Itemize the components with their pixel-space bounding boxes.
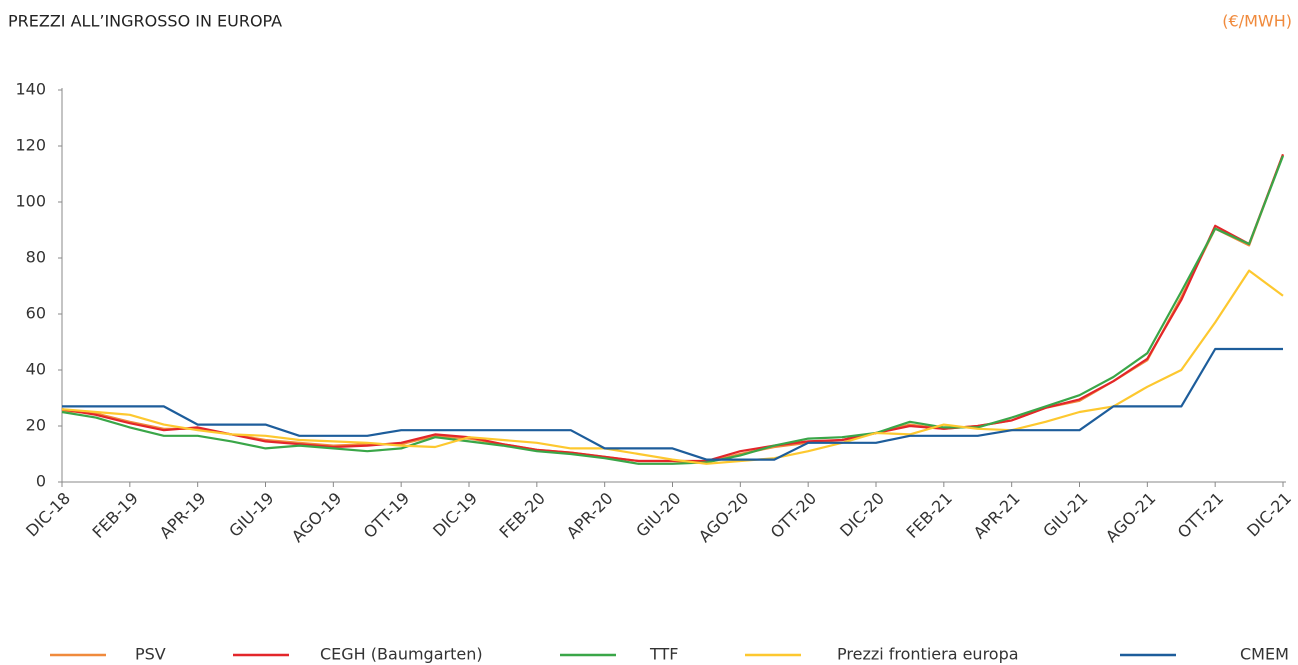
x-tick-label: OTT-19 [360,489,413,542]
x-tick-label: AGO-20 [695,489,752,546]
y-tick-label: 40 [26,360,46,379]
y-tick-label: 140 [15,80,46,99]
series-line [61,154,1285,463]
series-line [61,155,1285,465]
y-tick-label: 0 [36,472,46,491]
y-tick-label: 60 [26,304,46,323]
unit-label: (€/MWH) [1222,12,1292,31]
x-tick-label: AGO-19 [288,489,345,546]
legend-label: CMEM [1240,645,1289,664]
x-tick-label: FEB-20 [496,489,549,542]
x-tick-label: APR-21 [970,489,1024,543]
x-tick-label: FEB-21 [903,489,956,542]
y-tick-label: 100 [15,192,46,211]
x-tick-label: OTT-21 [1174,489,1227,542]
y-tick-label: 80 [26,248,46,267]
legend-label: TTF [649,645,678,664]
y-tick-label: 20 [26,416,46,435]
x-tick-label: DIC-19 [429,489,481,541]
chart-title: PREZZI ALL’INGROSSO IN EUROPA [8,12,282,31]
y-tick-label: 120 [15,136,46,155]
series-line [61,269,1284,465]
x-tick-label: OTT-20 [767,489,820,542]
series-line [62,347,1283,461]
x-tick-label: DIC-18 [22,489,74,541]
x-tick-label: DIC-20 [836,489,888,541]
legend-label: PSV [135,645,166,664]
legend-label: CEGH (Baumgarten) [320,645,483,664]
x-tick-label: GIU-21 [1039,489,1091,541]
legend-label: Prezzi frontiera europa [837,645,1019,664]
x-tick-label: APR-19 [156,489,210,543]
x-tick-label: GIU-20 [632,489,684,541]
x-tick-label: APR-20 [563,489,617,543]
x-tick-label: DIC-21 [1243,489,1295,541]
x-tick-label: AGO-21 [1102,489,1159,546]
x-tick-label: FEB-19 [89,489,142,542]
x-tick-label: GIU-19 [225,489,277,541]
